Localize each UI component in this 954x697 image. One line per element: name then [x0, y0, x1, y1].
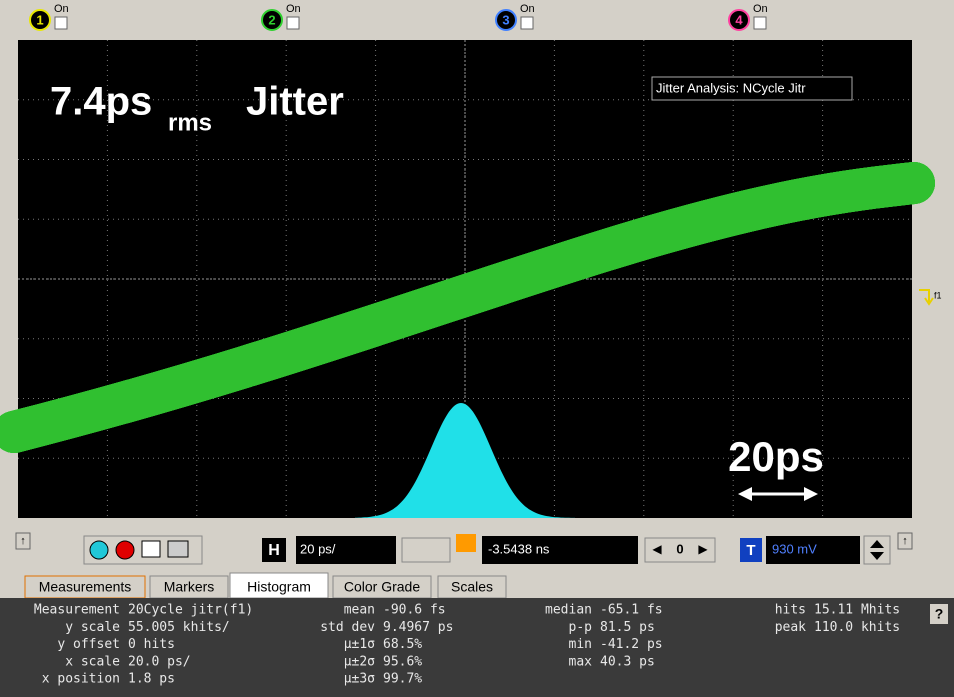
print-button[interactable] — [168, 541, 188, 557]
h-scale-text: 20 ps/ — [300, 541, 336, 556]
h-position-text: -3.5438 ns — [488, 541, 550, 556]
measurement-value: 110.0 khits — [814, 620, 900, 635]
channel-checkbox[interactable] — [287, 17, 299, 29]
stop-button[interactable] — [116, 541, 134, 559]
jitter-value: 7.4ps — [50, 80, 152, 124]
marker-label: f1 — [934, 290, 942, 300]
measurement-value: 15.11 Mhits — [814, 603, 900, 618]
measurement-label: x scale — [65, 654, 120, 669]
zero-label: 0 — [676, 541, 683, 556]
measurement-value: -41.2 ps — [600, 637, 663, 652]
channel-number: 4 — [735, 12, 743, 27]
measurement-value: 55.005 khits/ — [128, 620, 230, 635]
channel-number: 2 — [268, 12, 275, 27]
tab-label: Scales — [451, 579, 493, 595]
right-arrow: ▶ — [698, 542, 708, 556]
measurement-value: 68.5% — [383, 637, 422, 652]
measurement-value: 1.8 ps — [128, 672, 175, 687]
tab-label: Markers — [164, 579, 215, 595]
measurement-label: mean — [344, 603, 375, 618]
single-button[interactable] — [142, 541, 160, 557]
run-button[interactable] — [90, 541, 108, 559]
t-label: T — [746, 542, 755, 559]
channel-checkbox[interactable] — [521, 17, 533, 29]
scale-label: 20ps — [728, 433, 824, 480]
analysis-text: Jitter Analysis: NCycle Jitr — [656, 80, 806, 95]
up-icon-right: ↑ — [902, 535, 908, 547]
jitter-subscript: rms — [168, 109, 212, 136]
trigger-icon[interactable] — [456, 534, 476, 552]
measurement-label: µ±2σ — [344, 654, 375, 669]
channel-checkbox[interactable] — [55, 17, 67, 29]
measurement-label: p-p — [569, 620, 593, 635]
channel-state: On — [520, 3, 535, 15]
measurement-label: Measurement — [34, 603, 120, 618]
up-icon: ↑ — [20, 535, 26, 547]
measurement-value: 20Cycle jitr(f1) — [128, 603, 253, 618]
h-label: H — [268, 542, 280, 559]
measurement-value: 20.0 ps/ — [128, 654, 191, 669]
measurement-value: 40.3 ps — [600, 654, 655, 669]
scope-window: 1 On 2 On 3 On 4 On 7.4ps rms Jitter Jitter Ana… — [0, 0, 954, 697]
measurement-value: 81.5 ps — [600, 620, 655, 635]
measurement-label: y scale — [65, 620, 120, 635]
channel-checkbox[interactable] — [754, 17, 766, 29]
channel-number: 1 — [36, 12, 43, 27]
measurement-label: x position — [42, 672, 120, 687]
measurement-label: max — [569, 654, 593, 669]
measurement-value: 0 hits — [128, 637, 175, 652]
tab-label: Color Grade — [344, 579, 420, 595]
tab-label: Measurements — [39, 579, 132, 595]
measurement-value: 99.7% — [383, 672, 422, 687]
measurement-value: -90.6 fs — [383, 603, 446, 618]
channel-number: 3 — [502, 12, 509, 27]
measurement-value: 9.4967 ps — [383, 620, 453, 635]
channel-state: On — [286, 3, 301, 15]
measurement-label: median — [545, 603, 592, 618]
left-arrow: ◀ — [652, 542, 662, 556]
measurement-label: hits — [775, 603, 806, 618]
measurement-label: y offset — [57, 637, 120, 652]
channel-state: On — [753, 3, 768, 15]
measurement-label: µ±3σ — [344, 672, 375, 687]
tab-label: Histogram — [247, 579, 311, 595]
measurement-label: µ±1σ — [344, 637, 375, 652]
measurement-value: 95.6% — [383, 654, 422, 669]
measurement-label: min — [569, 637, 592, 652]
trigger-level-text: 930 mV — [772, 541, 817, 556]
measurement-label: peak — [775, 620, 806, 635]
jitter-word: Jitter — [246, 80, 344, 124]
edge-buttons[interactable] — [402, 538, 450, 562]
measurement-label: std dev — [320, 620, 375, 635]
help-label: ? — [935, 606, 944, 622]
channel-state: On — [54, 3, 69, 15]
measurement-value: -65.1 fs — [600, 603, 663, 618]
